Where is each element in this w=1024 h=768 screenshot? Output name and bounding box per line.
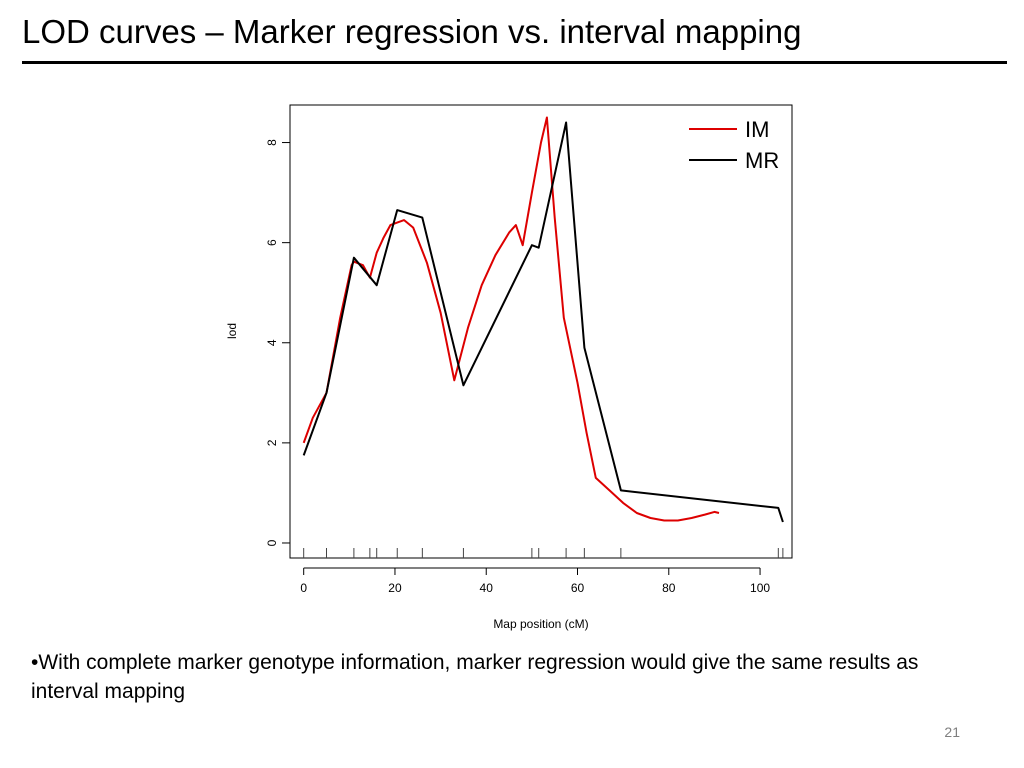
x-tick-label: 60 — [571, 581, 585, 595]
lod-chart: 0 20 40 60 80 100 0 2 4 6 8 Map position (cM) lod… — [225, 104, 793, 631]
legend-label-im: IM — [745, 117, 769, 142]
plot-frame — [289, 104, 793, 559]
y-tick-label: 8 — [265, 139, 279, 146]
y-tick-label: 2 — [265, 439, 279, 446]
y-tick-label: 0 — [265, 539, 279, 546]
slide-number: 21 — [944, 724, 960, 740]
x-tick-label: 80 — [662, 581, 676, 595]
bullet-point: •With complete marker genotype informati… — [31, 651, 919, 703]
x-tick-label: 0 — [300, 581, 307, 595]
legend-label-mr: MR — [745, 148, 779, 173]
series-line-im — [302, 116, 720, 522]
marker-rug — [303, 548, 784, 558]
slide-title: LOD curves – Marker regression vs. inter… — [22, 13, 802, 50]
series-line-mr — [302, 121, 784, 523]
y-axis-label: lod — [225, 323, 239, 339]
x-axis: 0 20 40 60 80 100 — [300, 567, 770, 595]
series-layer — [302, 116, 784, 523]
legend: IM MR — [689, 117, 779, 173]
y-axis: 0 2 4 6 8 — [265, 139, 290, 546]
x-tick-label: 100 — [750, 581, 770, 595]
y-tick-label: 6 — [265, 239, 279, 246]
x-tick-label: 20 — [388, 581, 402, 595]
title-underline — [22, 61, 1007, 64]
y-tick-label: 4 — [265, 339, 279, 346]
x-tick-label: 40 — [480, 581, 494, 595]
x-axis-label: Map position (cM) — [493, 617, 588, 631]
